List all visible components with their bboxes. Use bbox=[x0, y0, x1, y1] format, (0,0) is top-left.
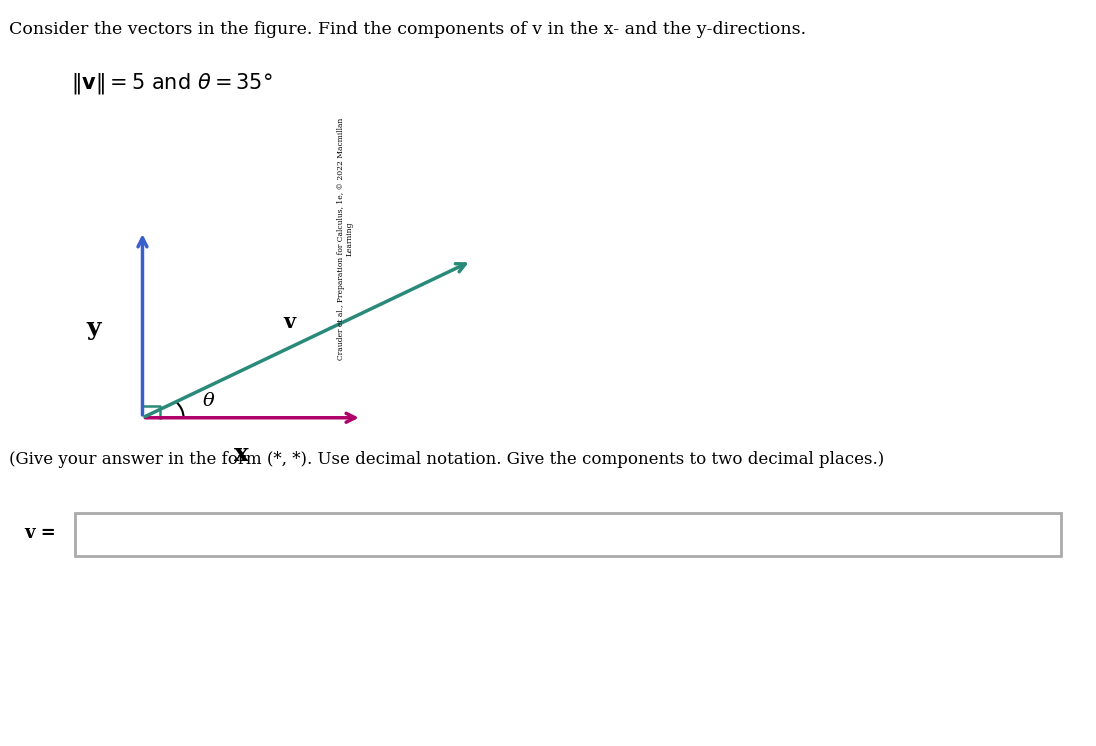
Text: (Give your answer in the form (*, *). Use decimal notation. Give the components : (Give your answer in the form (*, *). Us… bbox=[9, 451, 884, 468]
Text: θ: θ bbox=[203, 392, 214, 410]
Text: x: x bbox=[233, 442, 249, 466]
Text: Consider the vectors in the figure. Find the components of v in the x- and the y: Consider the vectors in the figure. Find… bbox=[9, 21, 806, 38]
Bar bbox=[75, 513, 1061, 556]
Text: v: v bbox=[283, 313, 295, 332]
Text: $\|\mathbf{v}\| = 5$$\ \mathrm{and}\ \theta = 35°$: $\|\mathbf{v}\| = 5$$\ \mathrm{and}\ \th… bbox=[71, 71, 273, 96]
Text: v =: v = bbox=[24, 524, 56, 542]
Text: Crauder et al., Preparation for Calculus, 1e, © 2022 Macmillan
Learning: Crauder et al., Preparation for Calculus… bbox=[336, 118, 354, 360]
Text: y: y bbox=[85, 316, 101, 340]
